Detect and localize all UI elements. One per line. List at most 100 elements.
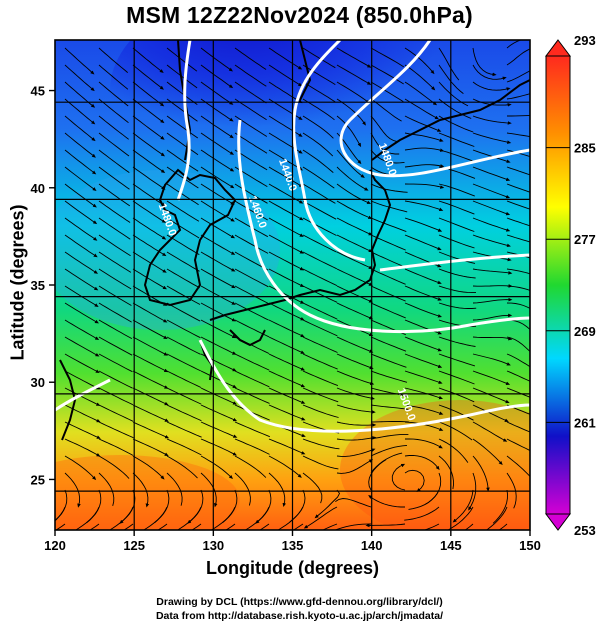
streamline [336, 64, 372, 85]
streamline [302, 132, 334, 157]
streamline [132, 115, 165, 140]
y-axis: 25 30 35 40 45 [31, 84, 55, 487]
streamline [336, 436, 377, 441]
streamline [200, 421, 238, 438]
streamline [370, 285, 406, 302]
streamline [268, 251, 305, 271]
streamline [55, 523, 66, 530]
streamline [98, 455, 130, 479]
streamline [64, 183, 97, 208]
streamline [506, 421, 530, 433]
streamline [438, 251, 476, 264]
geopotential-contours [55, 40, 530, 433]
streamline [64, 404, 101, 423]
streamline [423, 523, 440, 530]
streamline [268, 115, 303, 137]
streamline [132, 421, 170, 439]
streamline [268, 336, 305, 354]
streamline [234, 285, 269, 304]
streamline [336, 47, 372, 68]
x-tick-label: 125 [123, 538, 145, 553]
streamline [64, 200, 98, 225]
streamline [472, 149, 511, 163]
streamline [166, 472, 183, 506]
grid [55, 40, 530, 530]
streamline [336, 251, 373, 269]
streamline [370, 217, 407, 233]
streamline [404, 268, 442, 285]
colorbar-tick-label: 261 [574, 415, 596, 430]
streamline [302, 234, 337, 253]
streamline [404, 81, 438, 106]
streamline [200, 234, 236, 255]
streamline [64, 421, 101, 439]
streamline [55, 506, 66, 522]
streamline [234, 438, 270, 455]
streamline [336, 217, 373, 236]
streamline [268, 285, 305, 304]
x-tick-label: 120 [44, 538, 66, 553]
streamline [498, 523, 508, 530]
streamline [132, 183, 166, 207]
streamline [336, 302, 374, 320]
streamline [166, 47, 198, 72]
streamline [268, 200, 304, 221]
streamline [64, 64, 95, 92]
streamline [268, 387, 306, 404]
streamline [166, 183, 199, 206]
credit-drawing: Drawing by DCL (https://www.gfd-dennou.o… [156, 596, 443, 608]
streamline [370, 149, 405, 164]
streamline [200, 438, 238, 456]
streamline [438, 132, 475, 147]
streamline [74, 506, 100, 530]
streamline [98, 387, 134, 406]
streamline [370, 404, 409, 410]
streamline [336, 353, 374, 370]
streamline [303, 506, 338, 529]
streamline [200, 319, 237, 339]
streamline [200, 217, 236, 239]
x-axis-title: Longitude (degrees) [205, 558, 379, 578]
colorbar-tick-label: 277 [574, 232, 596, 247]
streamline [166, 115, 199, 139]
streamline [132, 200, 167, 223]
streamline [404, 438, 443, 449]
streamline [234, 387, 270, 404]
streamline [132, 251, 167, 273]
streamline [132, 268, 167, 290]
streamline [370, 302, 406, 319]
streamline [64, 217, 98, 241]
streamline [132, 387, 169, 406]
streamline [506, 234, 530, 243]
streamline [132, 319, 168, 340]
streamline [98, 353, 133, 373]
streamline [64, 455, 97, 481]
y-axis-title: Latitude (degrees) [7, 204, 28, 361]
y-tick-label: 45 [31, 84, 45, 99]
y-tick-label: 40 [31, 181, 45, 196]
streamline [452, 489, 474, 523]
streamline [64, 98, 96, 125]
x-tick-label: 135 [282, 538, 304, 553]
streamline [200, 47, 233, 72]
streamline [268, 81, 303, 104]
streamline [472, 234, 511, 248]
streamline [132, 336, 168, 356]
streamline [438, 149, 476, 163]
streamline [132, 64, 164, 90]
streamline [336, 404, 376, 414]
streamline [302, 285, 338, 303]
streamline [292, 523, 304, 530]
streamline [370, 268, 406, 285]
streamline [302, 472, 323, 504]
streamline [98, 251, 132, 273]
streamline [472, 183, 511, 199]
streamline [506, 166, 530, 176]
streamline [302, 217, 337, 236]
streamline [404, 147, 445, 152]
streamline [123, 523, 134, 530]
streamline [408, 489, 440, 510]
streamline [336, 285, 374, 303]
streamline [370, 444, 408, 457]
